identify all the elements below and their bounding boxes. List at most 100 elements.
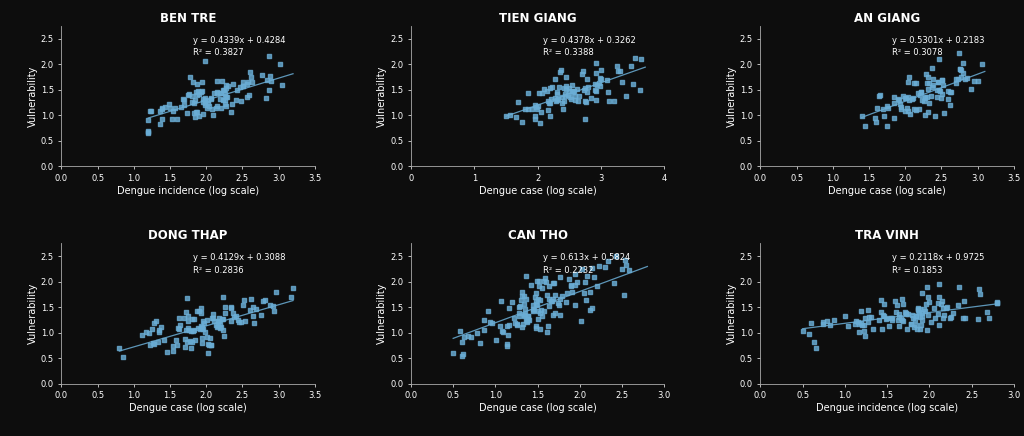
Point: [154, 106, 170, 112]
Point: [926, 305, 942, 312]
Point: [889, 302, 905, 309]
Point: [597, 263, 613, 270]
Point: [262, 78, 279, 85]
Point: [905, 106, 922, 112]
Point: [912, 92, 929, 99]
Point: [215, 326, 231, 333]
Point: [970, 316, 986, 323]
Point: [588, 70, 604, 77]
Point: [203, 95, 219, 102]
Point: [536, 85, 552, 92]
Point: [588, 88, 604, 95]
Point: [892, 100, 908, 107]
Title: DONG THAP: DONG THAP: [148, 229, 227, 242]
Point: [239, 80, 255, 87]
Point: [606, 280, 623, 287]
Point: [455, 351, 471, 358]
Point: [568, 278, 585, 285]
Point: [601, 98, 617, 105]
Point: [145, 319, 162, 326]
Point: [248, 306, 264, 313]
Point: [509, 321, 525, 328]
Point: [239, 93, 255, 100]
Point: [527, 113, 544, 120]
Point: [899, 105, 915, 112]
Point: [940, 95, 956, 102]
Point: [504, 298, 520, 305]
Point: [941, 89, 957, 95]
Point: [498, 112, 514, 119]
Point: [200, 349, 216, 356]
Point: [912, 313, 929, 320]
Point: [599, 258, 615, 265]
Point: [929, 94, 945, 101]
Point: [525, 307, 542, 314]
Point: [919, 71, 935, 78]
Point: [542, 113, 558, 120]
Point: [197, 94, 213, 101]
Point: [927, 113, 943, 120]
Point: [550, 299, 566, 306]
Point: [253, 312, 269, 319]
Point: [552, 312, 568, 319]
Point: [586, 274, 602, 281]
Point: [204, 315, 220, 322]
X-axis label: Dengue case (log scale): Dengue case (log scale): [479, 403, 596, 413]
Point: [530, 283, 547, 290]
Point: [922, 80, 938, 87]
Point: [548, 97, 564, 104]
Point: [900, 93, 916, 100]
Point: [632, 86, 648, 93]
Point: [183, 327, 200, 334]
Point: [217, 303, 233, 310]
Point: [180, 313, 197, 320]
Point: [591, 80, 607, 87]
Point: [182, 74, 199, 81]
Point: [241, 92, 257, 99]
Point: [153, 120, 169, 127]
Point: [144, 340, 161, 347]
Point: [267, 289, 284, 296]
Text: R² = 0.3388: R² = 0.3388: [543, 48, 594, 57]
Point: [495, 327, 511, 334]
Point: [206, 318, 222, 325]
Point: [532, 325, 549, 332]
Point: [972, 290, 988, 297]
Point: [956, 75, 973, 82]
Point: [499, 343, 515, 350]
Point: [577, 116, 593, 123]
Point: [194, 88, 210, 95]
Point: [198, 102, 214, 109]
Point: [165, 347, 181, 354]
Y-axis label: Vulnerability: Vulnerability: [28, 65, 38, 127]
Point: [989, 299, 1006, 306]
Point: [520, 316, 537, 323]
Point: [920, 293, 936, 300]
Point: [541, 295, 557, 302]
Text: R² = 0.2836: R² = 0.2836: [194, 266, 244, 275]
Point: [578, 297, 594, 304]
Point: [808, 344, 824, 351]
Point: [622, 267, 638, 274]
Point: [900, 74, 916, 81]
Point: [140, 117, 157, 124]
Point: [218, 103, 234, 110]
Text: R² = 0.3078: R² = 0.3078: [892, 48, 943, 57]
Point: [216, 333, 232, 340]
Point: [617, 261, 634, 268]
Point: [554, 293, 570, 300]
Point: [202, 334, 218, 341]
Point: [550, 302, 566, 309]
Point: [545, 296, 561, 303]
Point: [803, 320, 819, 327]
Point: [177, 344, 194, 351]
Point: [911, 305, 928, 312]
Point: [155, 116, 171, 123]
Point: [500, 331, 516, 338]
Point: [193, 323, 209, 330]
Point: [209, 324, 225, 331]
Point: [915, 97, 932, 104]
Point: [879, 123, 895, 129]
Point: [942, 314, 958, 321]
Point: [876, 313, 892, 320]
